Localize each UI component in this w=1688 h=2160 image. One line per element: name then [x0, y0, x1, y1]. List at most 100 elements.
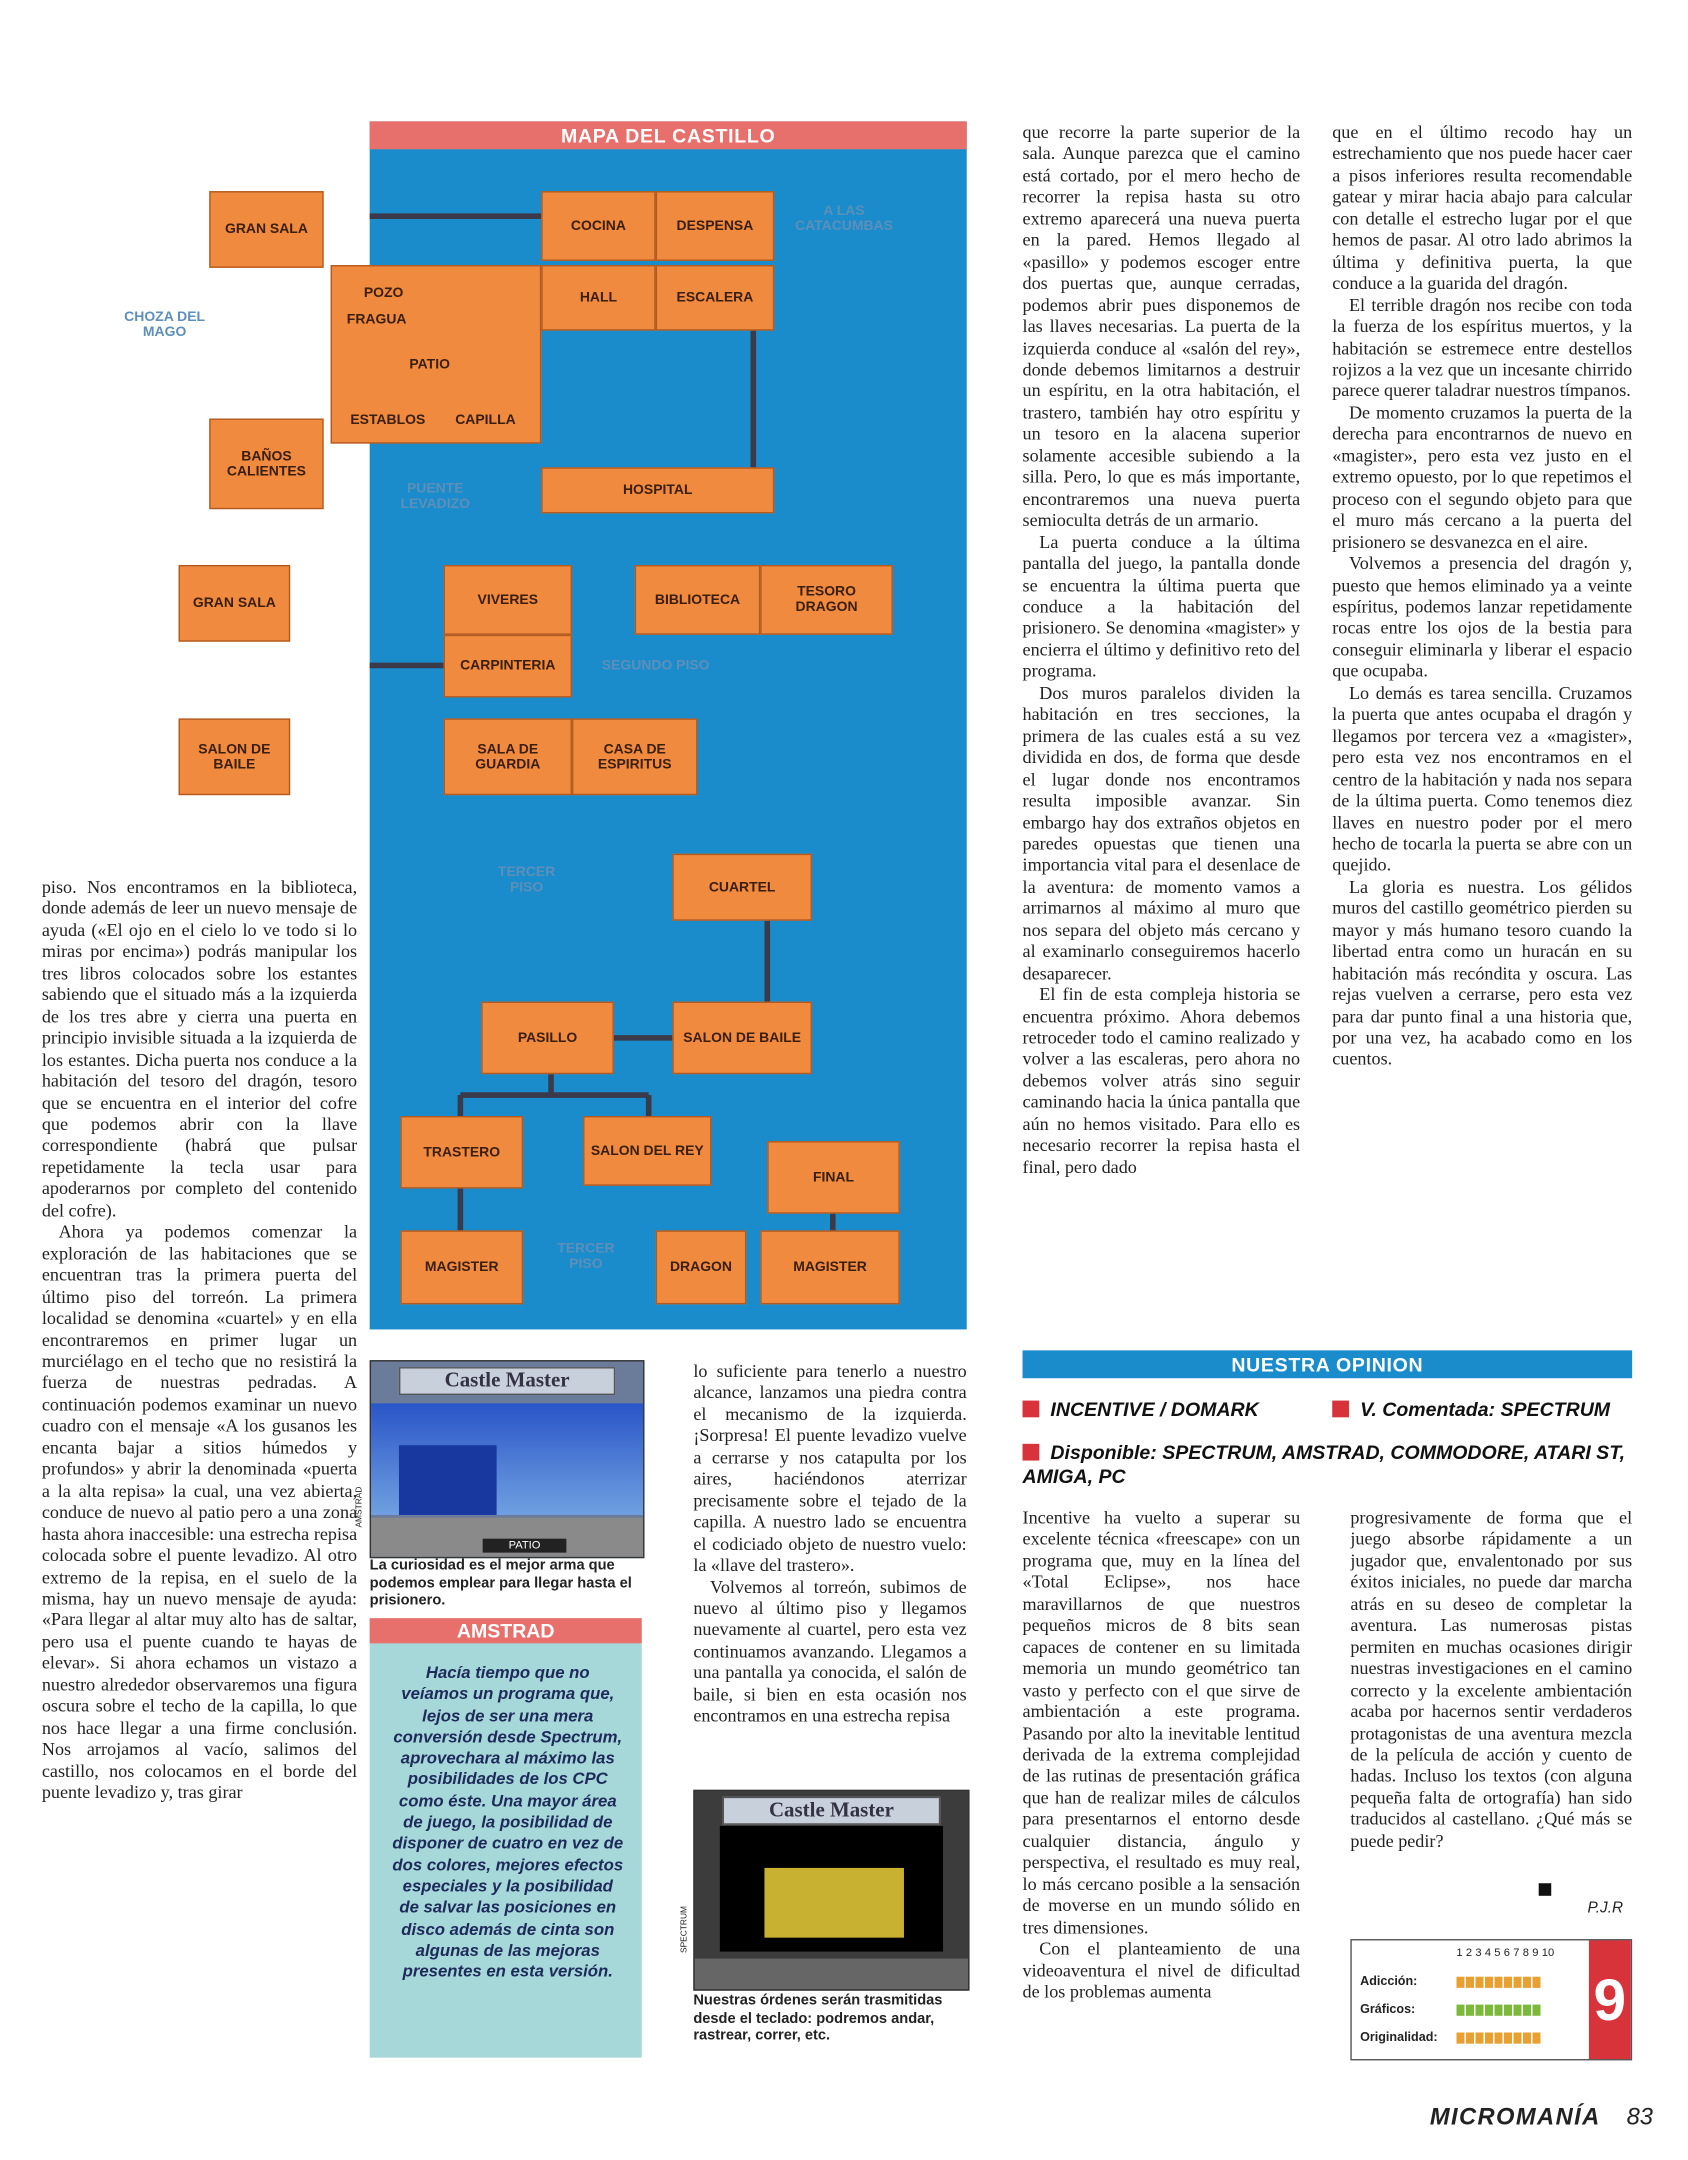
paragraph: Con el planteamiento de una videoaventur…	[1022, 1937, 1301, 2002]
room: BAÑOS CALIENTES	[209, 418, 324, 510]
rating-box: 1 2 3 4 5 6 7 8 9 10 Adicción: Gráficos: Originalida…	[1350, 1939, 1633, 2061]
rating-label: Originalidad:	[1360, 2029, 1438, 2044]
rating-total: 9	[1588, 1940, 1631, 2060]
paragraph: Lo demás es tarea sencilla. Cruzamos la …	[1332, 681, 1633, 876]
amstrad-title: AMSTRAD	[369, 1618, 642, 1644]
room: TESORO DRAGON	[760, 564, 893, 635]
room: CASA DE ESPIRITUS	[571, 718, 698, 796]
publisher: INCENTIVE / DOMARK	[1022, 1397, 1259, 1422]
rating-bar	[1456, 2032, 1542, 2044]
room: MAGISTER	[400, 1230, 524, 1305]
side-label: AMSTRAD	[355, 1486, 365, 1528]
left-column: piso. Nos encontramos en la biblioteca, …	[42, 876, 357, 2062]
footer-magazine: MICROMANÍA	[1429, 2103, 1601, 2131]
footer-page: 83	[1626, 2103, 1653, 2131]
room: DESPENSA	[655, 191, 775, 261]
room: SALA DE GUARDIA	[443, 718, 572, 796]
available-text: Disponible: SPECTRUM, AMSTRAD, COMMODORE…	[1022, 1441, 1626, 1488]
room: GRAN SALA	[178, 564, 291, 642]
paragraph: La puerta conduce a la última pantalla d…	[1022, 530, 1301, 682]
screenshot-spectrum: Castle Master	[693, 1789, 970, 1991]
room: SALON DE BAILE	[672, 1001, 812, 1075]
room: SALON DE BAILE	[178, 718, 291, 796]
scale-number: 3	[1475, 1946, 1482, 1959]
available: Disponible: SPECTRUM, AMSTRAD, COMMODORE…	[1022, 1441, 1637, 1488]
paragraph: La gloria es nuestra. Los gélidos muros …	[1332, 875, 1633, 1070]
amstrad-text: Hacía tiempo que no veíamos un programa …	[392, 1662, 624, 1982]
room: HOSPITAL	[541, 467, 775, 514]
paragraph: Volvemos al torreón, subimos de nuevo al…	[693, 1575, 967, 1726]
column-3: que recorre la parte superior de la sala…	[1023, 121, 1301, 1323]
paragraph: Volvemos a presencia del dragón y, puest…	[1332, 552, 1633, 682]
patio-block	[330, 265, 542, 444]
paragraph: progresivamente de forma que el juego ab…	[1350, 1506, 1633, 1851]
paragraph: Ahora ya podemos comenzar la exploración…	[41, 1220, 358, 1803]
map-connectors	[369, 213, 836, 1231]
middle-column: lo suficiente para tenerlo a nuestro alc…	[693, 1360, 966, 1772]
map-label: FRAGUA	[346, 312, 407, 328]
scale-number: 1	[1456, 1946, 1463, 1959]
scale-number: 10	[1541, 1946, 1555, 1959]
room: DRAGON	[655, 1230, 747, 1305]
room: PASILLO	[481, 1001, 614, 1075]
map-label: TERCER PISO	[557, 1241, 615, 1273]
caption: La curiosidad es el mejor arma que podem…	[369, 1556, 632, 1609]
map-label: PATIO	[409, 357, 450, 373]
paragraph: lo suficiente para tenerlo a nuestro alc…	[693, 1360, 967, 1576]
publisher-text: INCENTIVE / DOMARK	[1050, 1397, 1259, 1421]
map-label: TERCER PISO	[497, 864, 556, 896]
room: GRAN SALA	[209, 191, 324, 268]
room: CARPINTERIA	[443, 634, 572, 698]
opinion-column-2: progresivamente de forma que el juego ab…	[1350, 1507, 1632, 1898]
paragraph: que en el último recodo hay un estrecham…	[1332, 121, 1633, 294]
map-label: CAPILLA	[455, 412, 516, 429]
room: HALL	[541, 265, 656, 331]
column-4: que en el último recodo hay un estrecham…	[1332, 121, 1632, 1323]
end-mark	[1538, 1883, 1552, 1896]
paragraph: De momento cruzamos la puerta de la dere…	[1332, 401, 1633, 552]
caption: Nuestras órdenes serán trasmitidas desde…	[693, 1992, 943, 2044]
scale-number: 7	[1513, 1946, 1520, 1959]
amstrad-box	[369, 1618, 642, 2058]
paragraph: Incentive ha vuelto a superar su excelen…	[1022, 1506, 1301, 1938]
map-title: MAPA DEL CASTILLO	[369, 121, 967, 150]
opinion-column-1: Incentive ha vuelto a superar su excelen…	[1023, 1507, 1301, 2058]
room: MAGISTER	[760, 1230, 900, 1305]
room: CUARTEL	[672, 853, 812, 921]
rating-label: Gráficos:	[1360, 2001, 1416, 2016]
map-label: CHOZA DEL MAGO	[124, 309, 206, 341]
room: SALON DEL REY	[583, 1116, 712, 1186]
opinion-title: NUESTRA OPINION	[1022, 1350, 1633, 1379]
room: ESCALERA	[655, 265, 775, 331]
paragraph: El fin de esta compleja historia se encu…	[1022, 983, 1301, 1178]
map-label: PUENTE LEVADIZO	[400, 481, 470, 512]
room: TRASTERO	[400, 1116, 524, 1189]
signature: P.J.R	[1587, 1899, 1624, 1917]
location-label: PATIO	[482, 1538, 567, 1553]
scale-number: 2	[1465, 1946, 1473, 1959]
paragraph: Dos muros paralelos dividen la habitació…	[1022, 681, 1301, 984]
room: COCINA	[541, 191, 656, 261]
room: BIBLIOTECA	[634, 564, 761, 635]
scale-number: 4	[1484, 1946, 1492, 1959]
scale-number: 8	[1522, 1946, 1529, 1959]
map-label: SEGUNDO PISO	[601, 658, 710, 674]
map-label: A LAS CATACUMBAS	[795, 203, 893, 235]
paragraph: El terrible dragón nos recibe con toda l…	[1332, 293, 1633, 401]
room: VIVERES	[443, 564, 572, 635]
rating-label: Adicción:	[1360, 1973, 1418, 1988]
map-label: POZO	[363, 285, 404, 302]
scale-number: 5	[1494, 1946, 1501, 1959]
map-label: ESTABLOS	[350, 412, 426, 429]
side-label: SPECTRUM	[680, 1906, 690, 1953]
scale-number: 9	[1532, 1946, 1539, 1959]
paragraph: que recorre la parte superior de la sala…	[1022, 121, 1301, 531]
scale-number: 6	[1503, 1946, 1511, 1959]
game-logo: Castle Master	[398, 1367, 616, 1395]
rating-bar	[1456, 1976, 1542, 1988]
version-text: V. Comentada: SPECTRUM	[1360, 1397, 1611, 1421]
room: FINAL	[767, 1141, 900, 1214]
rating-bar	[1456, 2004, 1542, 2016]
game-logo: Castle Master	[722, 1796, 941, 1825]
